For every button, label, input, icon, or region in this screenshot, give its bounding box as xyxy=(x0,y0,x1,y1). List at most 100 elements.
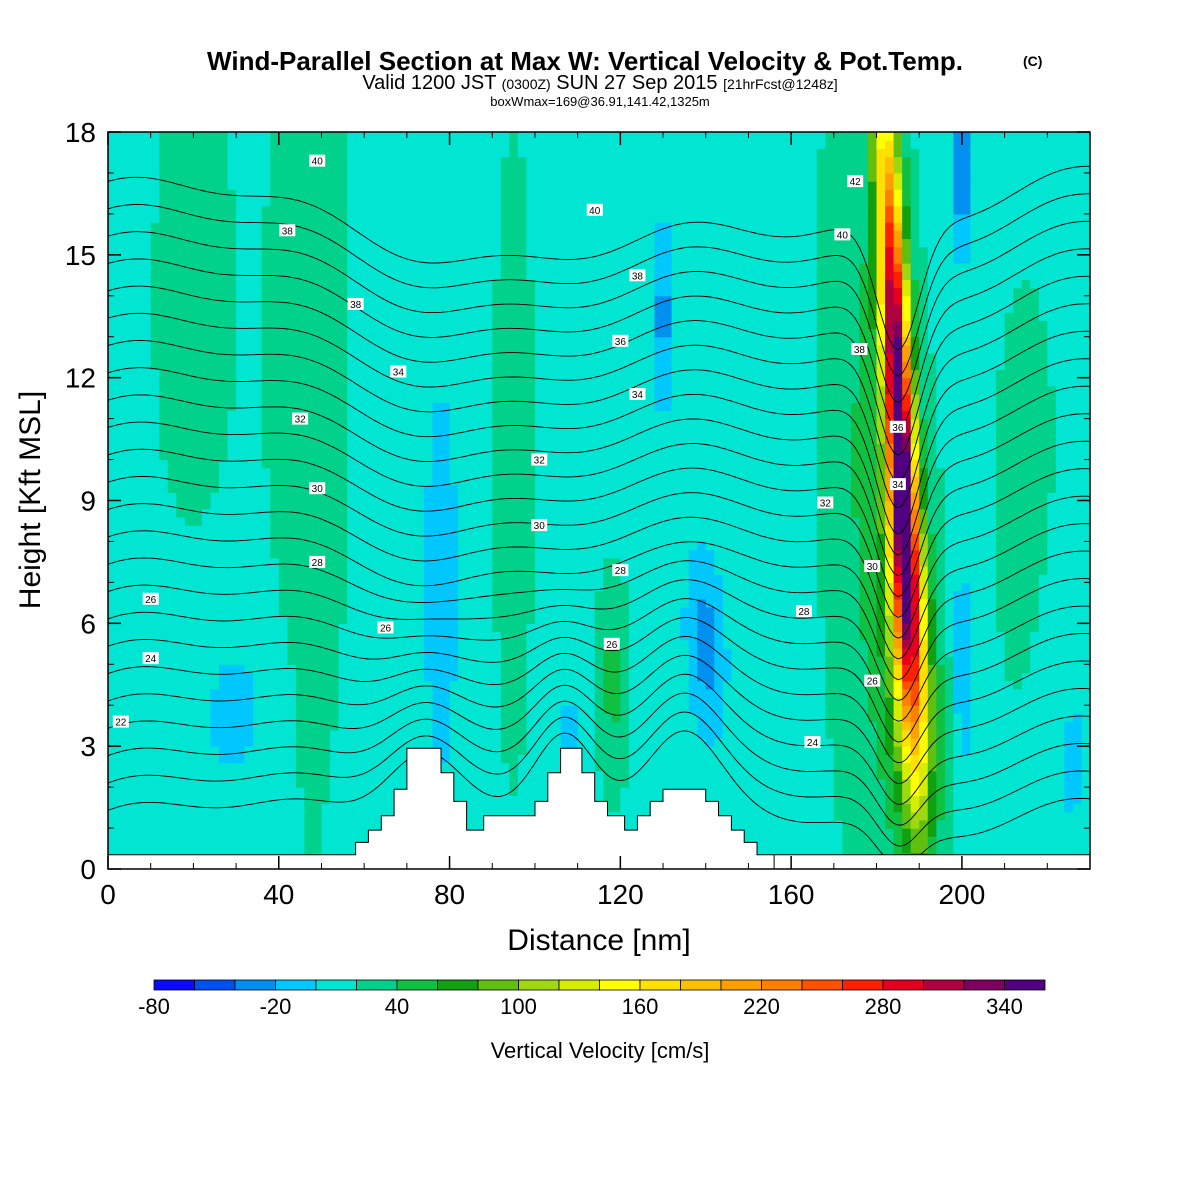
field-cell xyxy=(492,557,502,567)
field-cell xyxy=(944,844,954,854)
field-cell xyxy=(1064,688,1074,698)
field-cell xyxy=(791,762,801,772)
field-cell xyxy=(1038,598,1048,608)
field-cell xyxy=(458,664,468,674)
field-cell xyxy=(338,549,348,559)
field-cell xyxy=(287,598,297,608)
field-cell xyxy=(1081,844,1090,854)
field-cell xyxy=(936,525,946,534)
field-cell xyxy=(253,819,263,829)
field-cell xyxy=(774,631,784,641)
field-cell xyxy=(808,721,818,731)
field-cell xyxy=(517,688,528,698)
field-cell xyxy=(347,615,357,624)
field-cell xyxy=(902,737,912,747)
field-cell xyxy=(987,566,997,575)
field-cell xyxy=(1030,844,1040,854)
field-cell xyxy=(509,729,519,739)
field-cell xyxy=(295,656,305,665)
field-cell xyxy=(227,713,237,723)
field-cell xyxy=(116,836,126,846)
field-cell xyxy=(748,836,758,846)
field-cell xyxy=(159,541,169,551)
field-cell xyxy=(517,697,528,706)
field-cell xyxy=(176,729,186,739)
field-cell xyxy=(458,778,468,788)
field-cell xyxy=(261,795,271,805)
field-cell xyxy=(381,697,391,706)
field-cell xyxy=(816,762,826,772)
field-cell xyxy=(970,713,980,723)
field-cell xyxy=(867,639,878,649)
field-cell xyxy=(910,811,920,821)
field-cell xyxy=(842,688,852,698)
field-cell xyxy=(108,639,118,649)
field-cell xyxy=(893,746,903,755)
field-cell xyxy=(406,680,417,690)
field-cell xyxy=(961,770,972,780)
field-cell xyxy=(176,713,186,723)
field-cell xyxy=(637,688,647,698)
field-cell xyxy=(722,516,732,526)
field-cell xyxy=(466,623,476,633)
field-cell xyxy=(142,688,152,698)
field-cell xyxy=(287,836,297,846)
field-cell xyxy=(500,631,510,641)
field-cell xyxy=(423,574,434,583)
field-cell xyxy=(312,697,323,706)
field-cell xyxy=(645,754,656,764)
field-cell xyxy=(517,778,528,788)
field-cell xyxy=(765,680,775,690)
field-cell xyxy=(628,819,639,829)
field-cell xyxy=(808,549,818,559)
field-cell xyxy=(893,828,903,837)
field-cell xyxy=(526,787,536,796)
field-cell xyxy=(697,525,707,534)
field-cell xyxy=(731,762,741,772)
field-cell xyxy=(833,574,843,583)
field-cell xyxy=(432,598,442,608)
field-cell xyxy=(449,656,459,665)
field-cell xyxy=(330,737,340,747)
field-cell xyxy=(330,582,340,592)
field-cell xyxy=(193,705,203,715)
field-cell xyxy=(953,819,963,829)
field-cell xyxy=(739,762,750,772)
field-cell xyxy=(850,664,861,674)
field-cell xyxy=(201,844,212,854)
field-cell xyxy=(227,729,237,739)
field-cell xyxy=(201,525,212,534)
field-cell xyxy=(449,647,459,657)
field-cell xyxy=(167,516,177,526)
field-cell xyxy=(748,787,758,796)
field-cell xyxy=(1064,672,1074,682)
field-cell xyxy=(1038,787,1048,796)
field-cell xyxy=(748,811,758,821)
field-cell xyxy=(116,582,126,592)
field-cell xyxy=(236,770,246,780)
field-cell xyxy=(534,606,545,616)
field-cell xyxy=(645,672,656,682)
field-cell xyxy=(133,508,143,518)
field-cell xyxy=(295,598,305,608)
field-cell xyxy=(722,533,732,543)
field-cell xyxy=(944,631,954,641)
field-cell xyxy=(944,819,954,829)
field-cell xyxy=(1055,664,1065,674)
field-cell xyxy=(338,688,348,698)
field-cell xyxy=(953,656,963,665)
field-cell xyxy=(816,680,826,690)
field-cell xyxy=(1004,557,1014,567)
field-cell xyxy=(321,819,331,829)
field-cell xyxy=(534,549,545,559)
field-cell xyxy=(1030,664,1040,674)
field-cell xyxy=(347,598,357,608)
field-cell xyxy=(765,598,775,608)
field-cell xyxy=(483,754,493,764)
field-cell xyxy=(278,705,288,715)
field-cell xyxy=(645,566,656,575)
field-cell xyxy=(714,778,724,788)
field-cell xyxy=(731,631,741,641)
field-cell xyxy=(159,721,169,731)
field-cell xyxy=(321,721,331,731)
